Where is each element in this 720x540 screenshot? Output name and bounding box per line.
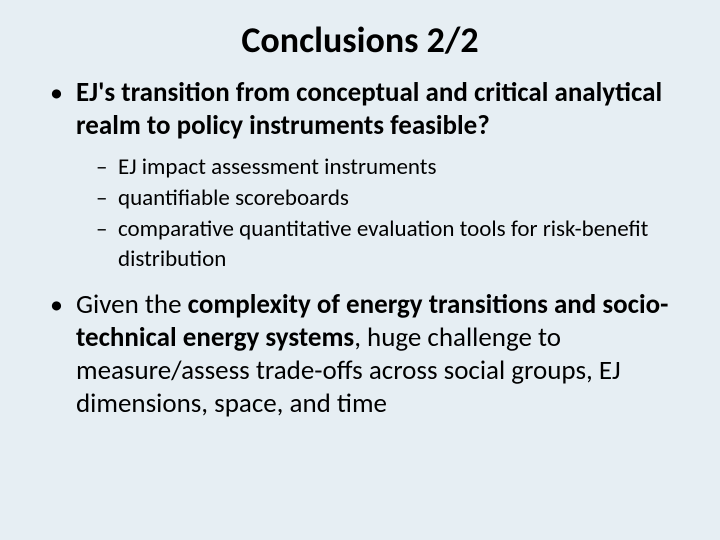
dash-marker: –	[96, 214, 118, 274]
dash-marker: –	[96, 152, 118, 182]
bullet-level2: – comparative quantitative evaluation to…	[96, 214, 680, 274]
sub-bullet-text: EJ impact assessment instruments	[118, 152, 436, 182]
bullet-level1: • EJ's transition from conceptual and cr…	[50, 76, 680, 142]
bullet-marker: •	[50, 76, 76, 142]
dash-marker: –	[96, 183, 118, 213]
bullet-level2: – quantifiable scoreboards	[96, 183, 680, 213]
sub-bullet-text: quantifiable scoreboards	[118, 183, 349, 213]
text-run: Given the	[76, 288, 188, 321]
sublist: – EJ impact assessment instruments – qua…	[96, 152, 680, 274]
bullet-marker: •	[50, 288, 76, 420]
bullet-level2: – EJ impact assessment instruments	[96, 152, 680, 182]
bullet-level1: • Given the complexity of energy transit…	[50, 288, 680, 420]
bullet-text: EJ's transition from conceptual and crit…	[76, 76, 680, 142]
sub-bullet-text: comparative quantitative evaluation tool…	[118, 214, 680, 274]
bullet-text: Given the complexity of energy transitio…	[76, 288, 680, 420]
slide-title: Conclusions 2/2	[40, 18, 680, 62]
